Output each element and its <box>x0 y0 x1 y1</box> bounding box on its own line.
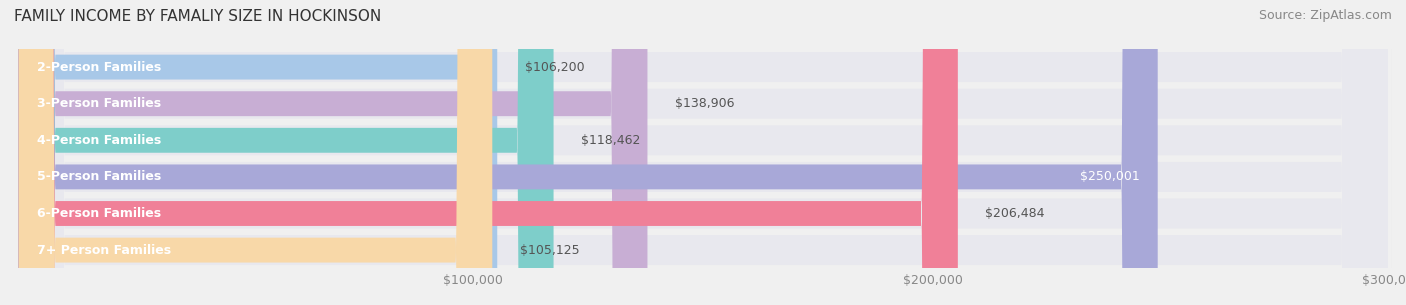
Text: 7+ Person Families: 7+ Person Families <box>37 244 172 257</box>
FancyBboxPatch shape <box>18 0 1388 305</box>
Text: 3-Person Families: 3-Person Families <box>37 97 162 110</box>
Text: $118,462: $118,462 <box>581 134 641 147</box>
FancyBboxPatch shape <box>18 0 492 305</box>
FancyBboxPatch shape <box>18 0 1157 305</box>
FancyBboxPatch shape <box>18 0 1388 305</box>
Text: 6-Person Families: 6-Person Families <box>37 207 162 220</box>
Text: 2-Person Families: 2-Person Families <box>37 61 162 74</box>
Text: 4-Person Families: 4-Person Families <box>37 134 162 147</box>
FancyBboxPatch shape <box>18 0 957 305</box>
Text: 5-Person Families: 5-Person Families <box>37 170 162 183</box>
Text: $105,125: $105,125 <box>520 244 579 257</box>
FancyBboxPatch shape <box>18 0 1388 305</box>
FancyBboxPatch shape <box>18 0 498 305</box>
FancyBboxPatch shape <box>18 0 1388 305</box>
Text: Source: ZipAtlas.com: Source: ZipAtlas.com <box>1258 9 1392 22</box>
Text: $250,001: $250,001 <box>1080 170 1139 183</box>
FancyBboxPatch shape <box>18 0 1388 305</box>
Text: $106,200: $106,200 <box>524 61 585 74</box>
FancyBboxPatch shape <box>18 0 647 305</box>
FancyBboxPatch shape <box>18 0 554 305</box>
Text: $138,906: $138,906 <box>675 97 734 110</box>
Text: $206,484: $206,484 <box>986 207 1045 220</box>
Text: FAMILY INCOME BY FAMALIY SIZE IN HOCKINSON: FAMILY INCOME BY FAMALIY SIZE IN HOCKINS… <box>14 9 381 24</box>
FancyBboxPatch shape <box>18 0 1388 305</box>
